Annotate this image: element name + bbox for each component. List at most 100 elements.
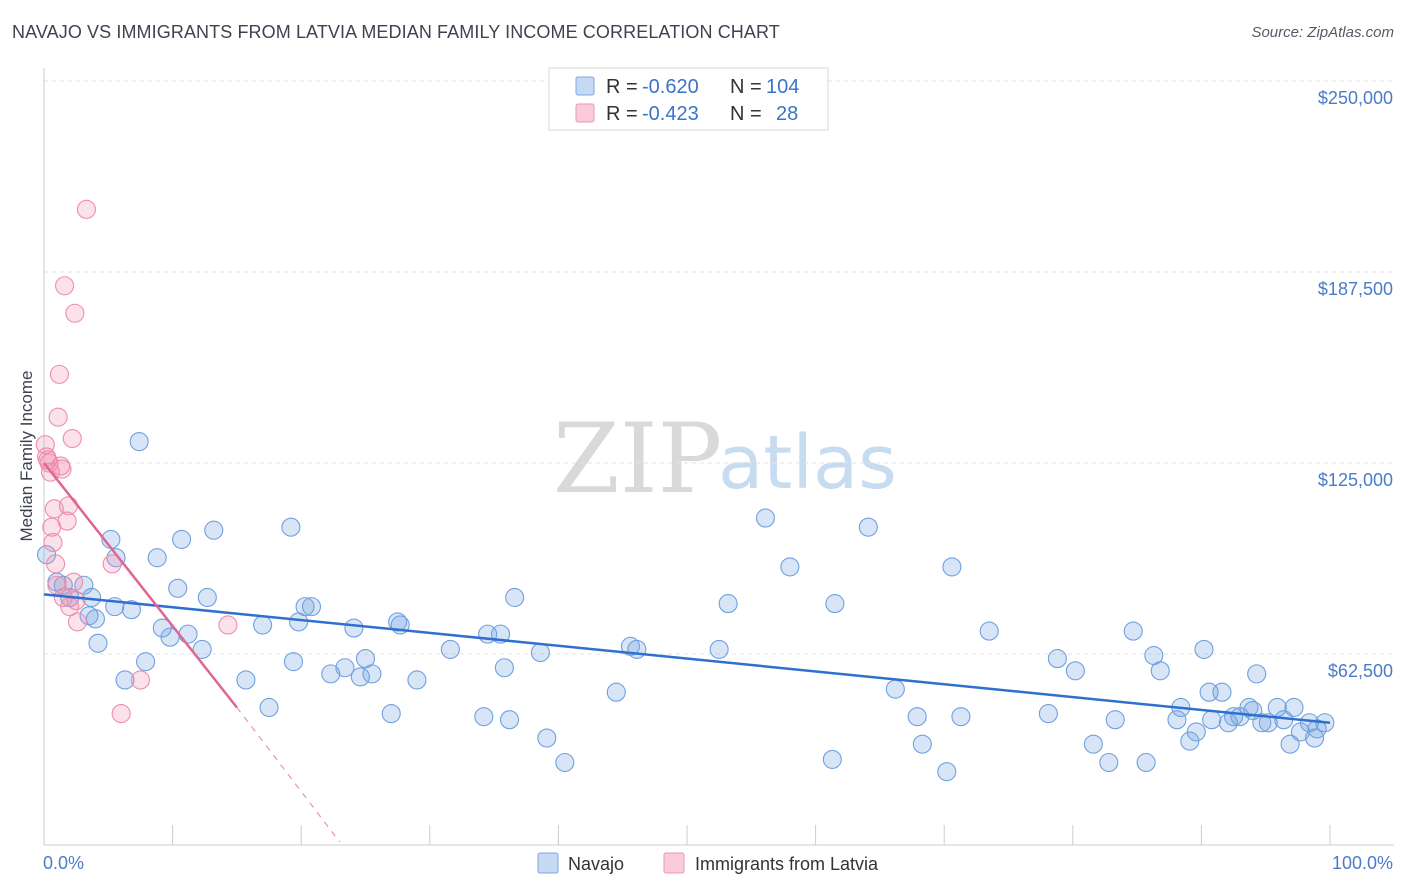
point-navajo-57 <box>718 594 738 614</box>
point-navajo-33 <box>321 664 341 684</box>
point-latvia-22 <box>66 590 86 611</box>
trend-line-navajo <box>43 593 1331 725</box>
point-navajo-21 <box>178 624 198 644</box>
point-navajo-42 <box>407 670 427 690</box>
point-navajo-70 <box>1038 704 1058 724</box>
point-navajo-12 <box>115 670 135 690</box>
point-navajo-73 <box>1083 734 1103 754</box>
data-points <box>35 199 1335 782</box>
point-navajo-83 <box>1186 722 1206 742</box>
legend-n-value-latvia: 28 <box>776 103 798 125</box>
point-navajo-93 <box>1247 664 1267 684</box>
point-navajo-25 <box>236 670 256 690</box>
legend-box <box>548 67 829 131</box>
point-latvia-15 <box>55 276 75 296</box>
legend-r-label-navajo: R = <box>606 76 638 98</box>
point-navajo-60 <box>822 749 842 769</box>
point-navajo-61 <box>825 594 845 614</box>
point-navajo-20 <box>172 529 192 549</box>
point-navajo-99 <box>1284 697 1304 718</box>
point-navajo-48 <box>499 710 520 730</box>
point-navajo-49 <box>505 587 525 608</box>
point-navajo-27 <box>259 697 279 718</box>
point-latvia-0 <box>35 435 55 455</box>
point-navajo-64 <box>907 707 927 727</box>
point-navajo-22 <box>192 639 212 659</box>
point-navajo-66 <box>937 762 957 782</box>
y-axis-label: Median Family Income <box>17 370 36 541</box>
legend-n-label-navajo: N = <box>730 76 762 98</box>
point-navajo-38 <box>362 664 382 684</box>
point-navajo-79 <box>1150 661 1170 681</box>
point-navajo-55 <box>627 639 647 659</box>
point-navajo-63 <box>885 679 905 699</box>
bottom-legend-swatch-navajo <box>537 852 559 874</box>
gridlines <box>44 80 1394 655</box>
point-navajo-76 <box>1123 621 1143 641</box>
bottom-legend-label-latvia: Immigrants from Latvia <box>695 854 879 874</box>
legend-swatch-navajo <box>575 76 595 96</box>
legend: R = -0.620 N = 104 R = -0.423 N = 28 <box>548 67 829 131</box>
point-navajo-53 <box>606 682 626 702</box>
point-latvia-24 <box>76 199 96 219</box>
point-latvia-21 <box>65 303 85 323</box>
point-navajo-87 <box>1212 682 1232 702</box>
point-navajo-69 <box>979 621 999 641</box>
point-navajo-15 <box>136 652 156 672</box>
point-navajo-77 <box>1136 752 1156 773</box>
point-navajo-74 <box>1099 752 1119 773</box>
point-navajo-19 <box>168 578 188 598</box>
point-navajo-80 <box>1167 710 1187 730</box>
bottom-legend-swatch-latvia <box>663 852 685 874</box>
trend-line-latvia <box>43 462 238 709</box>
point-navajo-98 <box>1280 734 1300 754</box>
axes <box>43 68 1394 846</box>
point-latvia-23 <box>67 612 87 632</box>
point-navajo-51 <box>537 728 557 748</box>
point-navajo-52 <box>555 752 575 773</box>
point-navajo-39 <box>381 704 401 724</box>
point-latvia-16 <box>57 511 77 531</box>
point-navajo-28 <box>281 517 301 537</box>
legend-n-value-navajo: 104 <box>766 76 799 98</box>
point-navajo-71 <box>1047 649 1067 669</box>
trend-lines <box>43 462 1331 843</box>
point-navajo-86 <box>1202 710 1222 730</box>
point-latvia-11 <box>49 364 69 384</box>
point-latvia-25 <box>102 554 122 574</box>
point-navajo-31 <box>295 597 315 617</box>
y-tick-label-62500: $62,500 <box>1328 661 1393 681</box>
point-navajo-72 <box>1065 661 1085 681</box>
point-navajo-36 <box>350 667 370 687</box>
point-navajo-26 <box>253 615 273 635</box>
legend-swatch-latvia <box>575 103 595 123</box>
point-navajo-62 <box>858 517 878 537</box>
legend-n-label-latvia: N = <box>730 103 762 125</box>
point-navajo-58 <box>755 508 775 528</box>
point-latvia-17 <box>58 496 78 516</box>
point-navajo-29 <box>283 652 304 672</box>
x-tick-label-max: 100.0% <box>1332 853 1393 873</box>
y-tick-label-187500: $187,500 <box>1318 279 1393 299</box>
point-latvia-10 <box>48 407 68 427</box>
legend-r-value-latvia: -0.423 <box>642 103 699 125</box>
point-navajo-32 <box>301 597 322 617</box>
point-navajo-75 <box>1105 710 1125 730</box>
watermark-zip: ZIP <box>553 403 722 515</box>
point-navajo-84 <box>1194 639 1214 659</box>
point-navajo-14 <box>129 432 149 452</box>
point-navajo-68 <box>951 707 971 727</box>
point-navajo-35 <box>344 618 364 638</box>
point-navajo-59 <box>780 557 800 577</box>
point-latvia-8 <box>46 554 66 574</box>
point-navajo-65 <box>912 734 932 754</box>
point-navajo-23 <box>197 587 217 608</box>
point-latvia-20 <box>64 572 84 592</box>
bottom-legend-label-navajo: Navajo <box>568 854 624 874</box>
point-latvia-19 <box>62 429 82 449</box>
point-navajo-50 <box>530 642 550 663</box>
legend-r-value-navajo: -0.620 <box>642 76 699 98</box>
point-navajo-94 <box>1252 713 1272 733</box>
y-tick-label-250000: $250,000 <box>1318 88 1393 108</box>
